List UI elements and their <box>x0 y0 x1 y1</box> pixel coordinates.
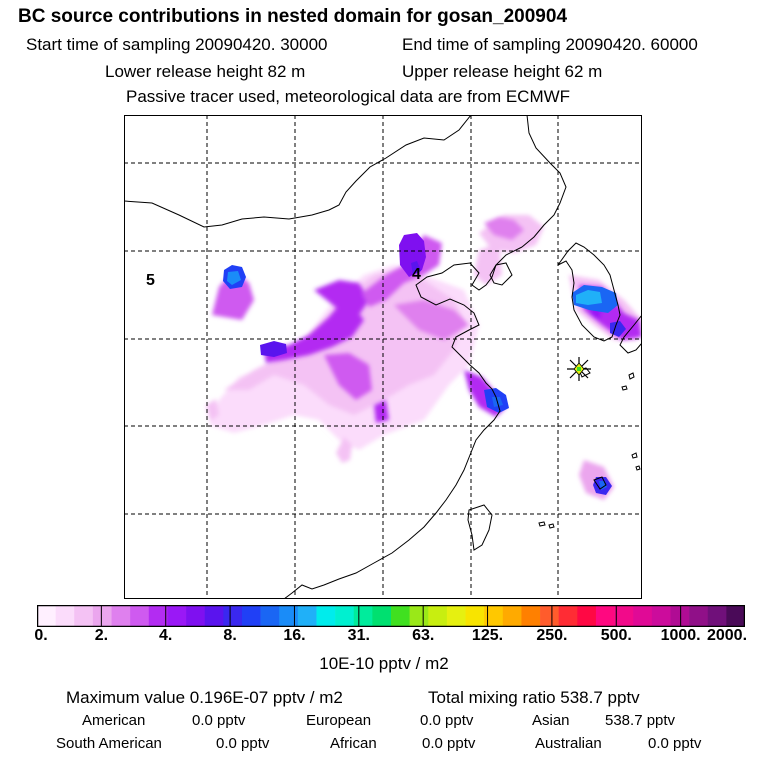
colorbar-swatch <box>148 605 168 627</box>
colorbar-swatch <box>409 605 429 627</box>
small-island-2 <box>621 385 628 391</box>
total-mixing-text: Total mixing ratio 538.7 pptv <box>428 688 640 707</box>
colorbar-tick-label: 1000. <box>660 627 701 644</box>
colorbar-swatch <box>372 605 392 627</box>
small-island-1 <box>628 372 635 380</box>
european-value: 0.0 pptv <box>420 712 474 729</box>
colorbar-swatch <box>223 605 243 627</box>
region-label-5: 5 <box>146 272 155 289</box>
colorbar-swatch <box>484 605 504 627</box>
colorbar-swatch <box>260 605 280 627</box>
colorbar-swatch <box>391 605 410 627</box>
colorbar-swatch <box>335 605 355 627</box>
colorbar-swatch <box>633 605 653 627</box>
colorbar-swatch <box>651 605 671 627</box>
colorbar-swatch <box>595 605 615 627</box>
colorbar-swatch <box>316 605 336 627</box>
colorbar-border <box>37 605 745 627</box>
china-coastline <box>283 246 523 599</box>
colorbar-swatch <box>558 605 578 627</box>
colorbar-tick-label: 125. <box>471 627 504 644</box>
colorbar-swatch <box>353 605 373 627</box>
colorbar-tick-label: 16. <box>283 627 306 644</box>
liaodong-peninsula <box>489 262 513 286</box>
coastlines <box>124 115 642 599</box>
colorbar-tick-label: 500. <box>600 627 632 644</box>
colorbar-tick-label: 2. <box>94 627 109 644</box>
korea-peninsula <box>557 242 621 342</box>
colorbar-swatch <box>446 605 466 627</box>
colorbar-swatch <box>614 605 634 627</box>
upper-height-text: Upper release height 62 m <box>402 62 603 81</box>
colorbar-swatch <box>726 605 745 627</box>
colorbar-swatch <box>521 605 541 627</box>
small-island-5 <box>538 521 546 527</box>
small-island-4 <box>635 465 641 471</box>
colorbar-swatch <box>204 605 224 627</box>
american-label: American <box>82 712 146 729</box>
receptor-star-icon <box>567 357 591 381</box>
south-american-label: South American <box>56 735 162 752</box>
south-american-value: 0.0 pptv <box>216 735 270 752</box>
map-frame <box>124 115 642 599</box>
colorbar-swatch <box>167 605 187 627</box>
region-label-4: 4 <box>412 266 421 283</box>
colorbar <box>37 605 745 627</box>
colorbar-swatch <box>279 605 299 627</box>
end-time-text: End time of sampling 20090420. 60000 <box>402 35 698 54</box>
colorbar-swatch <box>92 605 112 627</box>
small-island-3 <box>631 452 638 459</box>
small-island-6 <box>548 523 555 529</box>
colorbar-swatch <box>707 605 727 627</box>
plume-hotspots <box>223 233 626 495</box>
colorbar-swatch <box>577 605 597 627</box>
african-value: 0.0 pptv <box>422 735 476 752</box>
colorbar-tick-label: 250. <box>536 627 568 644</box>
colorbar-swatch <box>241 605 261 627</box>
max-value-text: Maximum value 0.196E-07 pptv / m2 <box>66 688 343 707</box>
colorbar-swatch <box>55 605 75 627</box>
colorbar-swatch <box>502 605 522 627</box>
colorbar-swatch <box>689 605 709 627</box>
manchuria-border <box>521 115 567 248</box>
start-time-text: Start time of sampling 20090420. 30000 <box>26 35 328 54</box>
colorbar-swatch <box>130 605 150 627</box>
asian-label: Asian <box>532 712 570 729</box>
mongolia-border <box>124 115 472 228</box>
colorbar-tick-label: 0. <box>34 627 48 644</box>
american-value: 0.0 pptv <box>192 712 246 729</box>
plot-title: BC source contributions in nested domain… <box>18 6 568 27</box>
african-label: African <box>330 735 377 752</box>
colorbar-swatch <box>465 605 485 627</box>
asian-value: 538.7 pptv <box>605 712 676 729</box>
australian-value: 0.0 pptv <box>648 735 702 752</box>
ryukyu-island <box>593 476 607 490</box>
lat-lon-grid <box>124 115 642 599</box>
lower-height-text: Lower release height 82 m <box>105 62 306 81</box>
colorbar-tick-label: 31. <box>347 627 370 644</box>
colorbar-tick-label: 8. <box>223 627 237 644</box>
tracer-note-text: Passive tracer used, meteorological data… <box>126 87 571 106</box>
colorbar-tick-label: 2000. <box>706 627 748 644</box>
colorbar-tick-label: 4. <box>159 627 173 644</box>
map-panel: 5 4 <box>124 115 642 599</box>
colorbar-swatch <box>74 605 94 627</box>
australian-label: Australian <box>535 735 602 752</box>
colorbar-swatch <box>186 605 205 627</box>
colorbar-swatch <box>428 605 448 627</box>
colorbar-unit: 10E-10 pptv / m2 <box>319 654 449 673</box>
japan-kyushu <box>619 314 642 354</box>
taiwan-island <box>467 504 493 551</box>
colorbar-tick-label: 63. <box>412 627 435 644</box>
european-label: European <box>306 712 372 729</box>
colorbar-swatch <box>37 605 56 627</box>
colorbar-swatch <box>297 605 317 627</box>
colorbar-swatch <box>670 605 690 627</box>
colorbar-swatch <box>111 605 131 627</box>
colorbar-swatch <box>540 605 559 627</box>
